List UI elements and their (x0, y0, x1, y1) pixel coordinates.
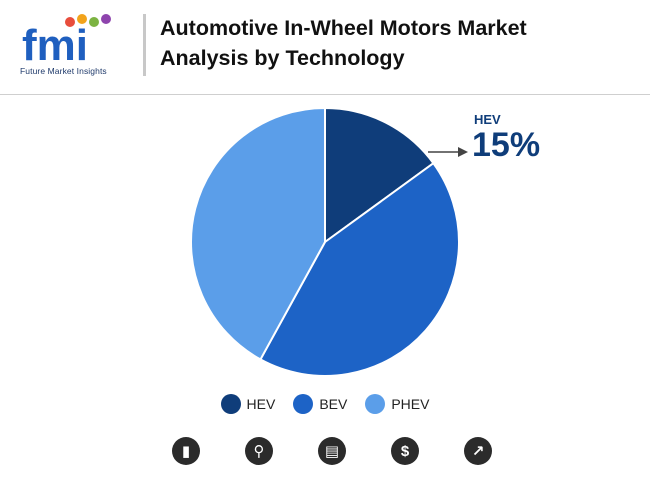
pie-slice-hev (324, 106, 435, 244)
bar-chart-icon: ▮ (172, 437, 200, 465)
legend-swatch (365, 394, 386, 414)
logo-lettering: fmi (22, 21, 88, 66)
header-divider (143, 14, 146, 76)
legend-item-phev: PHEV (365, 394, 429, 414)
footer-icons: ▮ ⚲ ▤ $ ↗ (172, 437, 492, 467)
callout-value: 15% (472, 126, 541, 164)
legend-item-bev: BEV (293, 394, 347, 414)
legend-label: BEV (319, 396, 348, 412)
page-title: Automotive In-Wheel Motors Market Analys… (160, 13, 630, 73)
header: fmi Future Market Insights Automotive In… (0, 0, 650, 94)
header-rule (0, 94, 650, 95)
legend-item-hev: HEV (220, 394, 276, 414)
magnifier-chart-icon: ⚲ (245, 437, 273, 465)
title-line-2: Analysis by Technology (160, 46, 405, 70)
legend-label: PHEV (391, 396, 430, 412)
pie-slice-bev (259, 161, 460, 377)
title-line-1: Automotive In-Wheel Motors Market (160, 16, 527, 40)
callout-arrow (428, 147, 468, 157)
callout-label: HEV (474, 112, 501, 127)
legend-swatch (293, 394, 314, 414)
legend-label: HEV (246, 396, 276, 412)
fmi-logo: fmi Future Market Insights (18, 10, 138, 82)
pie-slice-phev (190, 106, 326, 361)
logo-tagline: Future Market Insights (20, 66, 107, 76)
pie-chart (190, 106, 468, 377)
dollar-icon: $ (391, 437, 419, 465)
legend: HEV BEV PHEV (0, 392, 650, 416)
pie-slices (190, 106, 460, 377)
document-icon: ▤ (318, 437, 346, 465)
trend-chart-icon: ↗ (464, 437, 492, 465)
legend-swatch (220, 394, 241, 414)
